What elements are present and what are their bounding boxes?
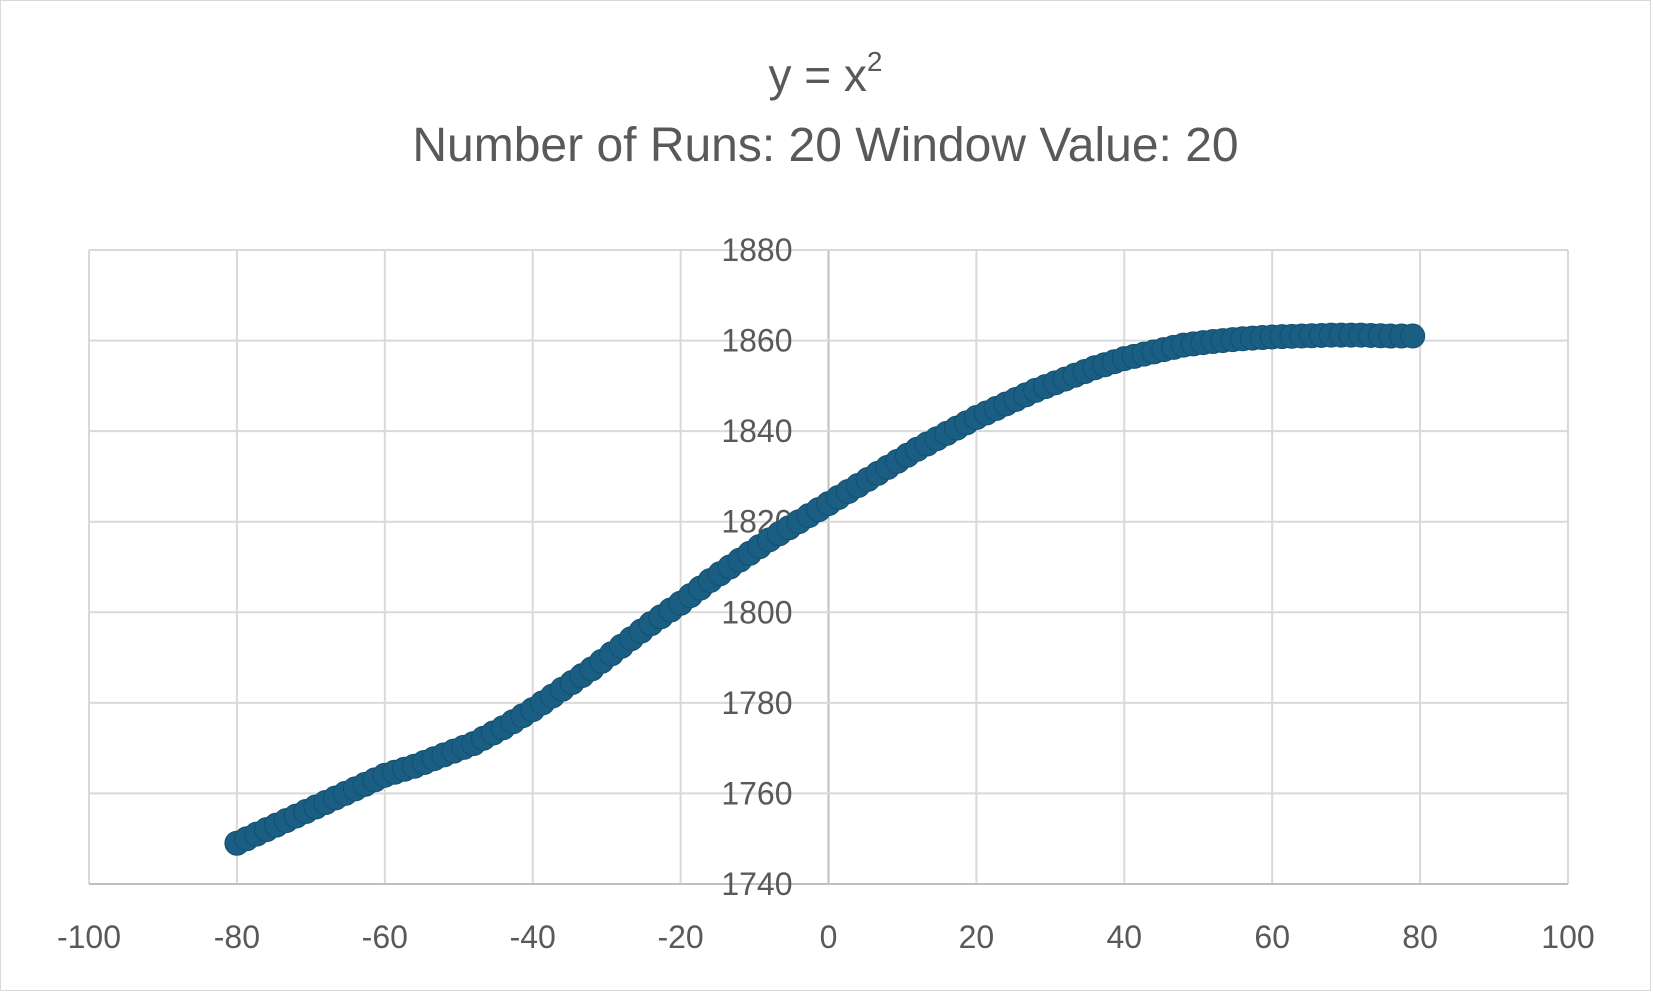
x-tick-label: -100 <box>57 919 121 955</box>
chart-title: y = x2 <box>0 48 1651 102</box>
y-tick-label: 1800 <box>721 594 792 630</box>
chart-subtitle: Number of Runs: 20 Window Value: 20 <box>412 119 1239 172</box>
y-tick-label: 1860 <box>721 323 792 359</box>
x-tick-label: -20 <box>657 919 703 955</box>
x-tick-label: 60 <box>1254 919 1290 955</box>
chart-title-superscript: 2 <box>866 46 883 77</box>
y-tick-label: 1740 <box>721 866 792 902</box>
y-tick-label: 1760 <box>721 775 792 811</box>
x-tick-label: -80 <box>214 919 260 955</box>
y-tick-label: 1780 <box>721 685 792 721</box>
data-point <box>1400 323 1426 349</box>
y-tick-label: 1840 <box>721 413 792 449</box>
x-tick-label: 80 <box>1402 919 1438 955</box>
x-tick-label: -60 <box>362 919 408 955</box>
chart-title-base: y = x <box>768 49 867 101</box>
x-tick-label: 100 <box>1541 919 1594 955</box>
x-tick-label: 20 <box>959 919 995 955</box>
x-tick-label: 0 <box>820 919 838 955</box>
x-tick-label: 40 <box>1107 919 1143 955</box>
y-tick-label: 1880 <box>721 232 792 268</box>
x-tick-label: -40 <box>510 919 556 955</box>
